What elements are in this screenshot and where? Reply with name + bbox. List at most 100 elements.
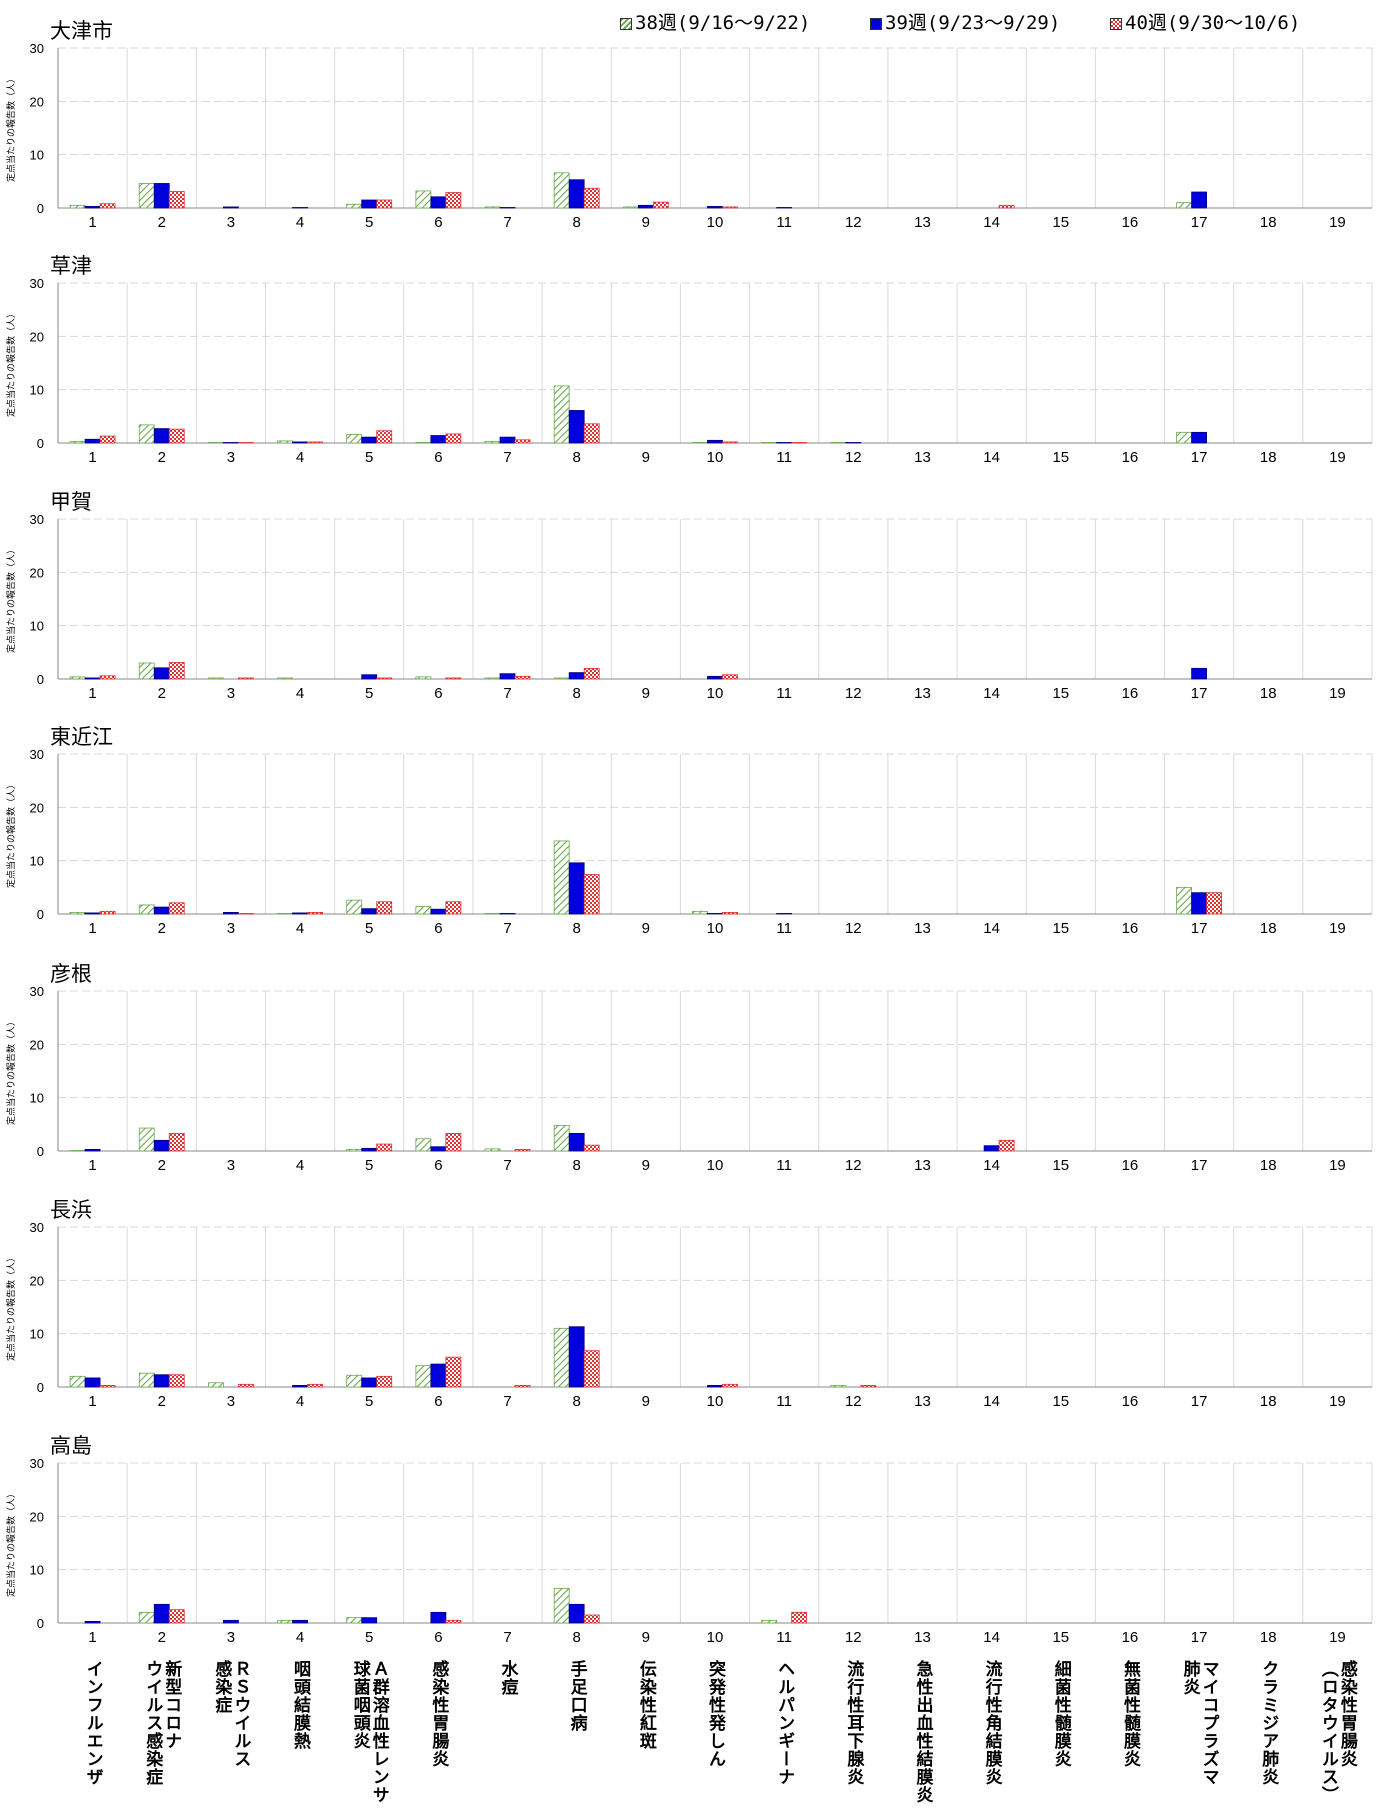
x-tick-label: 17: [1191, 449, 1208, 466]
disease-name-line: 水痘: [497, 1660, 518, 1696]
bar-w39: [361, 1617, 378, 1624]
bar-w40: [445, 677, 462, 680]
bar-w40: [583, 1614, 600, 1624]
bar-w39: [776, 442, 793, 444]
y-tick-label: 0: [37, 1144, 44, 1159]
x-tick-label: 19: [1329, 1393, 1346, 1410]
bar-w40: [237, 442, 254, 444]
bar-w40: [514, 675, 531, 680]
x-tick-label: 7: [503, 214, 511, 231]
x-tick-label: 13: [914, 214, 931, 231]
x-tick-label: 3: [227, 920, 235, 937]
x-tick-label: 2: [158, 920, 166, 937]
disease-name-16: 無菌性髄膜炎: [1095, 1660, 1164, 1820]
x-tick-label: 19: [1329, 685, 1346, 702]
bar-w38: [830, 1385, 847, 1388]
x-tick-label: 14: [983, 685, 1000, 702]
bar-w39: [1191, 667, 1208, 680]
bar-w38: [277, 677, 293, 680]
y-axis-label: 定点当たりの報告数（人）: [5, 1253, 17, 1361]
x-tick-label: 16: [1122, 1393, 1139, 1410]
x-tick-label: 12: [845, 1393, 862, 1410]
x-tick-label: 9: [642, 214, 650, 231]
bar-w40: [514, 1149, 531, 1152]
x-tick-label: 18: [1260, 685, 1277, 702]
disease-name-line: Ａ群溶血性レンサ: [368, 1660, 389, 1804]
bar-w38: [138, 662, 155, 680]
x-tick-label: 16: [1122, 214, 1139, 231]
bar-w40: [791, 442, 808, 444]
bar-w38: [138, 1127, 155, 1152]
bar-w40: [168, 902, 185, 915]
bar-w39: [153, 906, 170, 915]
disease-name-line: 感染症: [211, 1660, 232, 1714]
x-tick-label: 18: [1260, 449, 1277, 466]
y-tick-label: 30: [30, 747, 44, 762]
disease-name-line: 突発性発しん: [704, 1660, 725, 1768]
x-tick-label: 5: [365, 214, 373, 231]
bar-w40: [376, 677, 393, 680]
bar-w39: [292, 441, 308, 444]
x-tick-label: 14: [983, 1157, 1000, 1174]
x-tick-label: 1: [88, 1629, 96, 1646]
disease-name-line: 感染性胃腸炎: [1336, 1660, 1357, 1768]
region-title: 草津: [50, 254, 92, 278]
disease-name-line: 咽頭結膜熱: [290, 1660, 311, 1750]
x-tick-label: 10: [707, 685, 724, 702]
disease-name-13: 急性出血性結膜炎: [888, 1660, 957, 1820]
bar-w40: [237, 1383, 254, 1388]
bar-w38: [138, 1611, 155, 1624]
bar-w38: [692, 910, 708, 915]
x-tick-label: 15: [1052, 1629, 1069, 1646]
y-tick-label: 10: [30, 1091, 44, 1106]
x-tick-label: 8: [573, 1157, 581, 1174]
x-tick-label: 2: [158, 1629, 166, 1646]
x-tick-label: 16: [1122, 1157, 1139, 1174]
bar-w39: [361, 436, 378, 444]
bar-w38: [277, 1619, 293, 1624]
x-tick-label: 3: [227, 1157, 235, 1174]
disease-name-line: 感染性胃腸炎: [428, 1660, 449, 1768]
bar-w39: [292, 1619, 308, 1624]
bar-w40: [376, 901, 393, 915]
y-axis-label: 定点当たりの報告数（人）: [5, 74, 17, 182]
bar-w38: [415, 190, 432, 209]
bar-w38: [346, 203, 363, 209]
disease-name-line: 新型コロナ: [161, 1660, 182, 1750]
x-tick-label: 17: [1191, 685, 1208, 702]
disease-name-line: 伝染性紅斑: [635, 1660, 656, 1750]
bar-w40: [722, 1383, 738, 1388]
x-tick-label: 1: [88, 920, 96, 937]
bar-w39: [430, 1611, 447, 1624]
x-tick-label: 4: [296, 1157, 304, 1174]
x-tick-label: 12: [845, 1629, 862, 1646]
bar-w40: [583, 1144, 600, 1152]
region-title: 甲賀: [50, 490, 92, 514]
y-tick-label: 20: [30, 1037, 44, 1052]
bar-w39: [361, 674, 378, 680]
bar-w40: [445, 433, 462, 444]
y-tick-label: 20: [30, 565, 44, 580]
bar-w40: [445, 901, 462, 915]
x-tick-label: 16: [1122, 685, 1139, 702]
y-tick-label: 30: [30, 276, 44, 291]
x-tick-label: 6: [434, 1157, 442, 1174]
bar-w39: [292, 912, 308, 915]
x-tick-label: 11: [776, 214, 792, 231]
disease-name-2: 新型コロナ ウイルス感染症: [127, 1660, 196, 1820]
x-tick-label: 14: [983, 1393, 1000, 1410]
disease-name-15: 細菌性髄膜炎: [1026, 1660, 1095, 1820]
bar-w40: [168, 1374, 185, 1388]
x-tick-label: 6: [434, 449, 442, 466]
x-tick-label: 6: [434, 1629, 442, 1646]
bar-w39: [153, 1374, 170, 1388]
x-tick-label: 5: [365, 920, 373, 937]
bar-w39: [499, 913, 516, 915]
x-tick-label: 3: [227, 685, 235, 702]
bar-w40: [307, 1383, 323, 1388]
bar-w39: [222, 1619, 239, 1624]
x-tick-label: 13: [914, 1393, 931, 1410]
bar-w39: [292, 207, 308, 209]
bar-w38: [553, 385, 570, 444]
